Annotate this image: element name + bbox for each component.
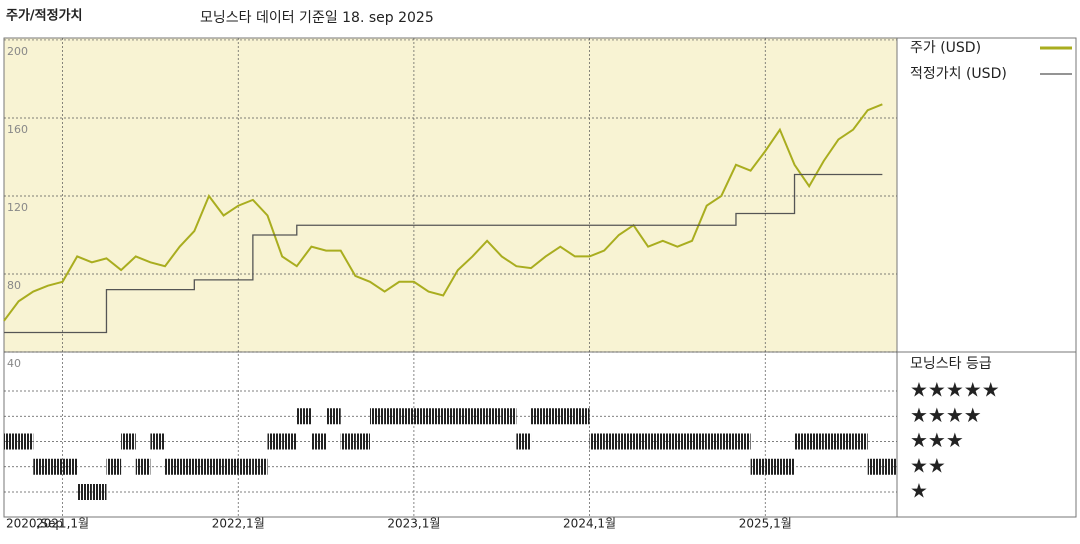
rating-bar (809, 433, 824, 450)
rating-bar (384, 408, 400, 425)
x-tick-label: 2025,1월 (739, 517, 792, 531)
rating-bar (399, 408, 414, 425)
rating-bar (4, 433, 19, 450)
rating-bar (369, 408, 385, 425)
rating-bar (692, 433, 707, 450)
rating-bar (648, 433, 663, 450)
rating-bar (208, 458, 224, 475)
rating-bar (823, 433, 839, 450)
rating-bar (91, 484, 107, 500)
rating-bar (311, 433, 327, 450)
x-tick-label: 2024,1월 (563, 517, 616, 531)
y-tick-label: 40 (7, 357, 21, 370)
rating-bar (501, 408, 517, 425)
rating-title: 모닝스타 등급 (910, 356, 992, 372)
y-tick-label: 160 (7, 123, 28, 136)
rating-level-label: ★ (910, 479, 928, 503)
x-tick-label: 2023,1월 (387, 517, 440, 531)
rating-level-label: ★★ (910, 453, 946, 477)
rating-bar (223, 458, 239, 475)
y-tick-label: 200 (7, 45, 28, 58)
rating-bar (487, 408, 502, 425)
rating-bar (238, 458, 253, 475)
rating-bar (179, 458, 195, 475)
rating-bar (589, 433, 605, 450)
rating-bar (165, 458, 180, 475)
rating-bar (47, 458, 63, 475)
rating-bar (77, 484, 92, 500)
y-tick-label: 80 (7, 279, 21, 292)
rating-bar (18, 433, 34, 450)
frame (3, 37, 1077, 518)
rating-bar (853, 433, 868, 450)
plot-background (4, 38, 897, 352)
rating-bar (267, 433, 283, 450)
rating-bar (252, 458, 268, 475)
legend-label: 적정가치 (USD) (910, 66, 1007, 82)
x-tick-label: 2022,1월 (212, 517, 265, 531)
rating-bar (282, 433, 297, 450)
rating-bar (413, 408, 429, 425)
rating-level-label: ★★★★ (910, 403, 982, 427)
rating-bar (838, 433, 854, 450)
rating-bar (340, 433, 356, 450)
rating-bar (706, 433, 722, 450)
x-tick-label: 2020,Sep (6, 517, 63, 531)
rating-bar (633, 433, 649, 450)
rating-bar (882, 458, 897, 475)
rating-bar (33, 458, 48, 475)
rating-bar (106, 458, 122, 475)
rating-bar (618, 433, 634, 450)
legend-label: 주가 (USD) (910, 40, 981, 56)
rating-level-label: ★★★★★ (910, 378, 1000, 402)
rating-level-label: ★★★ (910, 428, 964, 452)
rating-bar (662, 433, 678, 450)
rating-bar (150, 433, 166, 450)
rating-bar (296, 408, 312, 425)
rating-bar (750, 458, 766, 475)
rating-bar (121, 433, 136, 450)
rating-bar (326, 408, 341, 425)
rating-bar (604, 433, 619, 450)
y-tick-label: 120 (7, 201, 28, 214)
rating-bar (531, 408, 546, 425)
rating-bar (428, 408, 444, 425)
rating-bar (560, 408, 575, 425)
rating-bar (472, 408, 488, 425)
rating-bar (135, 458, 151, 475)
rating-bar (62, 458, 78, 475)
rating-bar (355, 433, 370, 450)
rating-bar (677, 433, 693, 450)
rating-bar (194, 458, 209, 475)
rating-bar (794, 433, 810, 450)
series-line (4, 173, 883, 334)
rating-bar (721, 433, 736, 450)
chart-title: 주가/적정가치 (6, 8, 83, 24)
rating-bar (545, 408, 561, 425)
rating-bar (574, 408, 590, 425)
rating-bar (516, 433, 532, 450)
series-line (3, 103, 883, 322)
rating-bar (443, 408, 458, 425)
chart-subtitle: 모닝스타 데이터 기준일 18. sep 2025 (200, 10, 434, 26)
rating-bar (867, 458, 883, 475)
rating-bar (457, 408, 473, 425)
x-tick-label: 2021,1월 (36, 517, 89, 531)
rating-bar (735, 433, 751, 450)
rating-bar (779, 458, 795, 475)
rating-bar (765, 458, 780, 475)
